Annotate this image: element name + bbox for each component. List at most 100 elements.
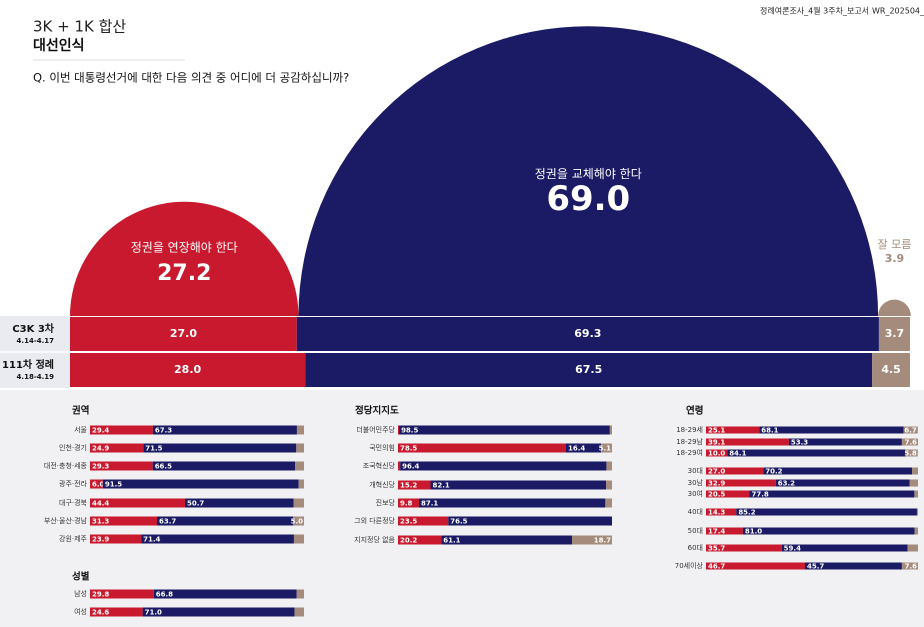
breakdown-value: 71.5 [145, 445, 162, 453]
breakdown-segment [916, 508, 918, 516]
breakdown-value: 50.7 [187, 500, 204, 508]
breakdown-segment [565, 443, 602, 453]
breakdown-value: 25.1 [708, 427, 725, 435]
report-name: 정례여론조사_4월 3주차_보고서 [760, 6, 869, 16]
breakdown-value: 18.7 [594, 537, 611, 545]
breakdown-segment [398, 535, 442, 545]
breakdown-value: 87.1 [421, 500, 438, 508]
breakdown-value: 84.1 [729, 450, 746, 458]
category-label: 정권을 연장해야 한다 [131, 241, 238, 255]
report-code: WR_202504_0 [872, 7, 924, 16]
breakdown-label: 60대 [688, 544, 703, 552]
breakdown-value: 31.3 [92, 518, 109, 526]
breakdown-value: 10.0 [708, 450, 725, 458]
category-label: 정권을 교체해야 한다 [535, 167, 642, 181]
breakdown-label: 40대 [688, 508, 703, 516]
breakdown-value: 7.6 [905, 439, 918, 447]
breakdown-value: 16.4 [568, 445, 585, 453]
breakdown-segment [90, 443, 144, 453]
breakdown-segment [430, 480, 607, 490]
breakdown-segment [152, 461, 296, 471]
breakdown-label: 광주·전라 [59, 479, 88, 488]
breakdown-segment [90, 425, 153, 435]
breakdown-segment [294, 607, 304, 617]
breakdown-title: 성별 [72, 571, 90, 583]
breakdown-title: 정당지지도 [355, 405, 399, 417]
breakdown-segment [295, 461, 304, 471]
value-label: 69.0 [546, 179, 630, 219]
breakdown-segment [400, 461, 607, 471]
breakdown-segment [293, 534, 304, 544]
breakdown-segment [398, 443, 566, 453]
breakdown-label: 조국혁신당 [363, 461, 396, 470]
breakdown-segment [293, 516, 304, 526]
breakdown-value: 27.0 [708, 468, 725, 476]
breakdown-segment [727, 449, 906, 457]
breakdown-segment [399, 425, 610, 435]
breakdown-segment [606, 480, 612, 490]
breakdown-value: 63.2 [778, 480, 795, 488]
breakdown-segment [706, 544, 782, 552]
breakdown-value: 9.8 [400, 500, 413, 508]
breakdown-segment [605, 498, 612, 508]
breakdown-segment [90, 498, 186, 508]
breakdown-value: 45.7 [807, 563, 824, 571]
breakdown-value: 71.4 [143, 536, 160, 544]
breakdown-segment [142, 607, 295, 617]
breakdown-value: 98.5 [401, 427, 418, 435]
breakdown-value: 59.4 [784, 545, 801, 553]
breakdown-label: 진보당 [376, 498, 396, 507]
row-value: 67.5 [575, 363, 602, 376]
breakdown-value: 68.1 [761, 427, 778, 435]
breakdown-segment [418, 498, 606, 508]
breakdown-segment [185, 498, 294, 508]
breakdown-value: 29.4 [92, 427, 109, 435]
breakdown-value: 5.8 [904, 450, 917, 458]
breakdown-label: 18-29세 [676, 425, 703, 434]
breakdown-segment [901, 562, 918, 570]
breakdown-segment [805, 562, 902, 570]
breakdown-segment [601, 443, 612, 453]
breakdown-value: 61.1 [443, 537, 460, 545]
breakdown-segment [90, 516, 157, 526]
breakdown-value: 20.2 [400, 537, 417, 545]
breakdown-segment [706, 467, 764, 475]
breakdown-value: 77.8 [751, 491, 768, 499]
breakdown-value: 17.4 [708, 528, 725, 536]
breakdown-segment [398, 498, 419, 508]
breakdown-segment [706, 449, 728, 457]
breakdown-segment [90, 479, 103, 489]
breakdown-segment [296, 443, 304, 453]
breakdown-title: 권역 [72, 405, 89, 417]
row-value: 69.3 [574, 327, 601, 340]
row-period: 4.18-4.19 [17, 373, 55, 381]
breakdown-value: 5.0 [291, 518, 304, 526]
breakdown-value: 46.7 [708, 563, 725, 571]
breakdown-segment [293, 498, 304, 508]
row-segment [878, 317, 910, 351]
breakdown-segment [914, 527, 918, 535]
breakdown-segment [907, 544, 918, 552]
breakdown-segment [398, 461, 401, 471]
breakdown-value: 35.7 [708, 545, 725, 553]
breakdown-label: 대전·충청·세종 [44, 461, 88, 470]
row-period: 4.14-4.17 [17, 337, 55, 345]
breakdown-label: 18-29남 [676, 437, 703, 446]
breakdown-segment [141, 534, 294, 544]
breakdown-segment [912, 467, 918, 475]
breakdown-segment [298, 479, 304, 489]
breakdown-label: 30남 [688, 478, 704, 487]
value-label: 3.9 [885, 252, 905, 265]
row-segment [70, 353, 306, 387]
breakdown-segment [90, 534, 142, 544]
breakdown-value: 23.5 [400, 518, 417, 526]
report-tag [755, 0, 924, 20]
breakdown-segment [90, 461, 153, 471]
breakdown-segment [706, 527, 743, 535]
breakdown-label: 70세이상 [675, 561, 704, 570]
breakdown-segment [903, 426, 918, 434]
breakdown-value: 85.2 [738, 509, 755, 517]
breakdown-value: 15.2 [400, 482, 417, 490]
breakdown-label: 더불어민주당 [356, 425, 395, 434]
breakdown-segment [448, 516, 612, 526]
